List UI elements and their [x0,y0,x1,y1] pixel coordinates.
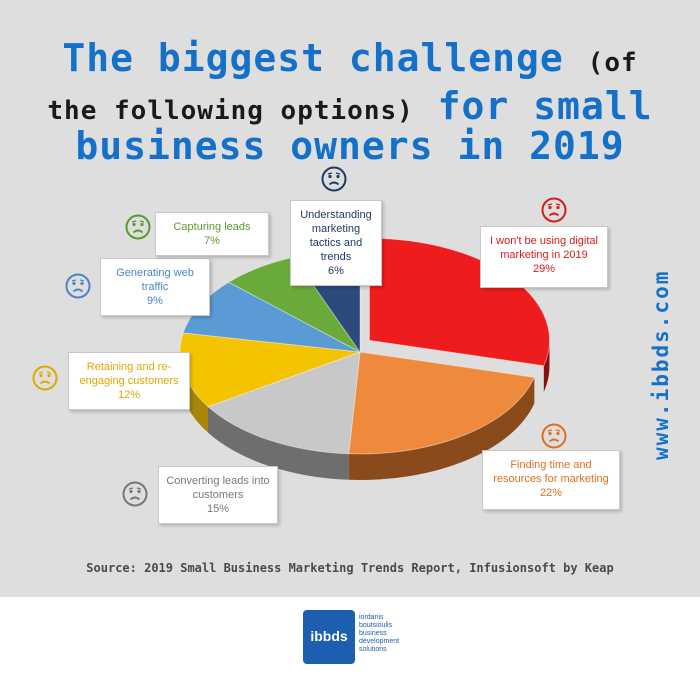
title-line-3: business owners in 2019 [75,124,625,168]
label-value-retaining: 12% [117,389,141,401]
sad-face-icon [541,197,567,223]
label-no-digital: I won't be using digital marketing in 20… [480,226,608,288]
label-value-capturing-leads: 7% [204,235,220,247]
label-text-understanding: Understanding marketing tactics and tren… [300,209,372,263]
logo-tagline: iordanis boutsioulis business developmen… [359,614,400,653]
sad-face-icon [65,273,91,299]
source-note: Source: 2019 Small Business Marketing Tr… [86,561,614,575]
sad-face-icon [122,481,148,507]
label-value-time-resources: 22% [539,487,563,499]
label-time-resources: Finding time and resources for marketing… [482,450,620,510]
label-text-web-traffic: Generating web traffic [116,267,194,293]
label-retaining: Retaining and re-engaging customers 12% [68,352,190,410]
pie-side-time-resources [348,377,535,481]
title-main-1: The biggest challenge [62,36,564,80]
website-text: www.ibbds.com [649,270,673,460]
title-paren-2: the following options) [47,96,414,126]
pie-side-retaining [180,352,209,433]
label-text-converting-leads: Converting leads into customers [166,475,270,501]
title-line-1: The biggest challenge (of [0,36,700,80]
logo-mark: ibbds [303,610,355,664]
label-text-capturing-leads: Capturing leads [173,221,251,233]
label-understanding: Understanding marketing tactics and tren… [290,200,382,286]
label-value-understanding: 6% [328,265,344,277]
pie-side-converting-leads [208,406,349,480]
label-value-web-traffic: 9% [147,295,163,307]
sad-face-icon [32,365,58,391]
logo-mark-text: ibbds [310,628,348,644]
sad-face-icon [321,166,347,192]
title-main-2: for small [437,84,653,128]
ibbds-logo: ibbds iordanis boutsioulis business deve… [303,610,403,664]
pie-slice-time-resources [348,351,536,455]
label-capturing-leads: Capturing leads 7% [155,212,269,256]
label-text-no-digital: I won't be using digital marketing in 20… [490,235,598,261]
label-converting-leads: Converting leads into customers 15% [158,466,278,524]
sad-face-icon [541,423,567,449]
pie-side-no-digital [543,340,550,392]
website-label: www.ibbds.com [649,270,673,460]
label-text-retaining: Retaining and re-engaging customers [79,361,179,387]
label-text-time-resources: Finding time and resources for marketing [493,459,609,485]
title-paren-1: (of [587,48,638,78]
sad-face-icon [125,214,151,240]
label-value-no-digital: 29% [532,263,556,275]
title-line-2: the following options) for small [0,84,700,128]
label-web-traffic: Generating web traffic 9% [100,258,210,316]
pie-slice-converting-leads [207,351,361,455]
label-value-converting-leads: 15% [206,503,230,515]
